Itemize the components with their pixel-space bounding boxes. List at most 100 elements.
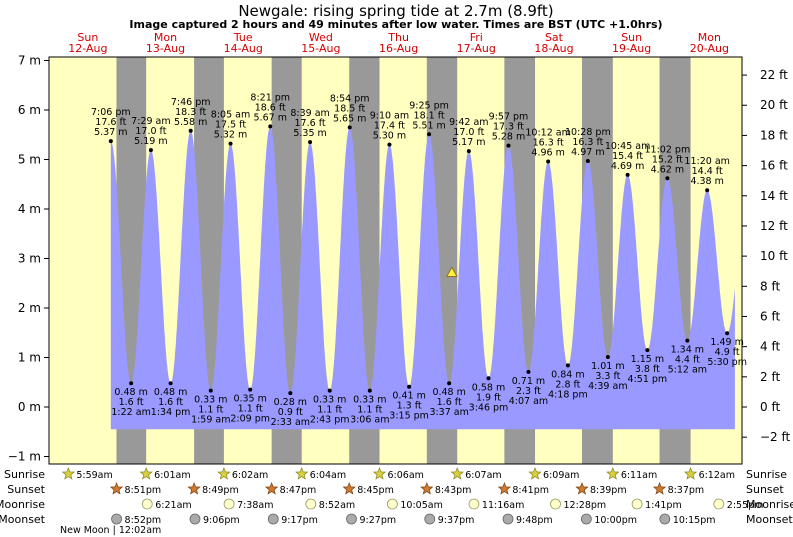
sunrise-icon	[139, 467, 153, 480]
low-tide-ft: 1.6 ft	[119, 397, 144, 408]
high-tide-m: 5.32 m	[214, 130, 247, 141]
high-tide-point	[228, 141, 233, 146]
sunset-time: 8:37pm	[668, 485, 705, 496]
low-tide-point	[565, 363, 570, 368]
high-tide-m: 5.19 m	[134, 136, 167, 147]
moonset-icon	[580, 513, 592, 525]
right-tick-label: 14 ft	[760, 189, 788, 203]
sunrise-time: 6:04am	[310, 470, 346, 481]
sunrise-time: 6:06am	[387, 470, 423, 481]
moonset-time: 9:48pm	[516, 515, 553, 526]
low-tide-m: 0.41 m	[392, 391, 425, 402]
current-tide-marker	[446, 266, 458, 277]
sunset-time: 8:51pm	[124, 485, 161, 496]
high-tide-time: 10:28 pm	[565, 127, 611, 138]
day-name: Wed	[309, 31, 333, 44]
low-tide-point	[605, 355, 610, 360]
high-tide-ft: 16.3 ft	[533, 137, 564, 148]
low-tide-m: 0.71 m	[512, 376, 545, 387]
high-tide-point	[387, 142, 392, 147]
moonrise-icon	[141, 498, 153, 510]
low-tide-point	[685, 338, 690, 343]
high-tide-m: 4.62 m	[651, 164, 684, 175]
moonrise-icon	[713, 498, 725, 510]
new-moon-label: New Moon | 12:02am	[60, 525, 161, 536]
moonrise-time: 12:28pm	[563, 500, 606, 511]
high-tide-m: 5.28 m	[492, 132, 525, 143]
right-tick-label: 8 ft	[760, 279, 780, 293]
low-tide-time: 3:06 am	[350, 415, 389, 426]
high-tide-time: 8:21 pm	[250, 92, 290, 103]
chart-subtitle: Image captured 2 hours and 49 minutes af…	[129, 18, 662, 31]
moonset-time: 9:27pm	[359, 515, 396, 526]
right-tick-label: 12 ft	[760, 219, 788, 233]
high-tide-point	[625, 172, 630, 177]
low-tide-ft: 3.3 ft	[595, 371, 620, 382]
high-tide-m: 5.65 m	[333, 113, 366, 124]
high-tide-ft: 14.4 ft	[692, 166, 723, 177]
high-tide-point	[268, 124, 273, 129]
moonrise-time: 10:05am	[400, 500, 442, 511]
low-tide-ft: 1.1 ft	[357, 405, 382, 416]
high-tide-m: 5.67 m	[254, 112, 287, 123]
low-tide-ft: 1.1 ft	[317, 405, 342, 416]
low-tide-time: 3:15 pm	[389, 411, 429, 422]
row-label-right: Moonset	[746, 513, 793, 526]
high-tide-time: 9:25 pm	[409, 100, 449, 111]
moonset-time: 9:37pm	[438, 515, 475, 526]
left-tick-label: 1 m	[18, 351, 41, 365]
right-tick-label: 0 ft	[760, 400, 780, 414]
high-tide-point	[108, 139, 113, 144]
low-tide-m: 1.01 m	[591, 361, 624, 372]
low-tide-m: 0.48 m	[114, 387, 147, 398]
low-tide-point	[168, 381, 173, 386]
high-tide-m: 4.96 m	[531, 147, 564, 158]
sunset-time: 8:39pm	[590, 485, 627, 496]
low-tide-m: 0.58 m	[472, 382, 505, 393]
high-tide-m: 5.17 m	[452, 137, 485, 148]
low-tide-time: 1:22 am	[111, 407, 150, 418]
moonrise-icon	[305, 498, 317, 510]
high-tide-point	[148, 148, 153, 153]
high-tide-m: 4.38 m	[690, 176, 723, 187]
low-tide-time: 2:33 am	[271, 417, 310, 428]
low-tide-time: 4:07 am	[509, 396, 548, 407]
sunset-icon	[575, 482, 589, 495]
day-name: Sun	[77, 31, 98, 44]
left-tick-label: 4 m	[18, 202, 41, 216]
row-label-left: Sunrise	[4, 468, 45, 481]
low-tide-m: 1.34 m	[671, 345, 704, 356]
moonrise-time: 1:41pm	[645, 500, 682, 511]
low-tide-m: 0.35 m	[233, 394, 266, 405]
low-tide-point	[447, 381, 452, 386]
day-date: 17-Aug	[457, 42, 496, 55]
day-name: Sun	[621, 31, 642, 44]
day-name: Mon	[698, 31, 721, 44]
high-tide-ft: 17.6 ft	[95, 117, 126, 128]
low-tide-ft: 4.4 ft	[675, 355, 700, 366]
sunrise-time: 6:07am	[465, 470, 501, 481]
moonrise-time: 8:52am	[319, 500, 355, 511]
day-name: Tue	[233, 31, 253, 44]
high-tide-ft: 17.0 ft	[135, 126, 166, 137]
low-tide-m: 1.49 m	[710, 337, 743, 348]
day-date: 14-Aug	[224, 42, 263, 55]
high-tide-m: 5.51 m	[412, 120, 445, 131]
moonset-icon	[267, 513, 279, 525]
sunset-time: 8:41pm	[512, 485, 549, 496]
low-tide-point	[486, 376, 491, 381]
row-label-left: Sunset	[7, 483, 45, 496]
sunrise-icon	[372, 467, 387, 480]
high-tide-point	[347, 125, 352, 130]
moonrise-time: 7:38am	[237, 500, 273, 511]
low-tide-time: 4:18 pm	[548, 389, 588, 400]
high-tide-time: 9:42 am	[449, 117, 488, 128]
high-tide-m: 5.35 m	[293, 128, 326, 139]
sunrise-time: 6:09am	[543, 470, 579, 481]
day-name: Sat	[545, 31, 564, 44]
high-tide-ft: 17.0 ft	[453, 127, 484, 138]
right-tick-label: 22 ft	[760, 68, 788, 82]
sunset-icon	[109, 482, 124, 495]
high-tide-time: 10:45 am	[605, 141, 650, 152]
